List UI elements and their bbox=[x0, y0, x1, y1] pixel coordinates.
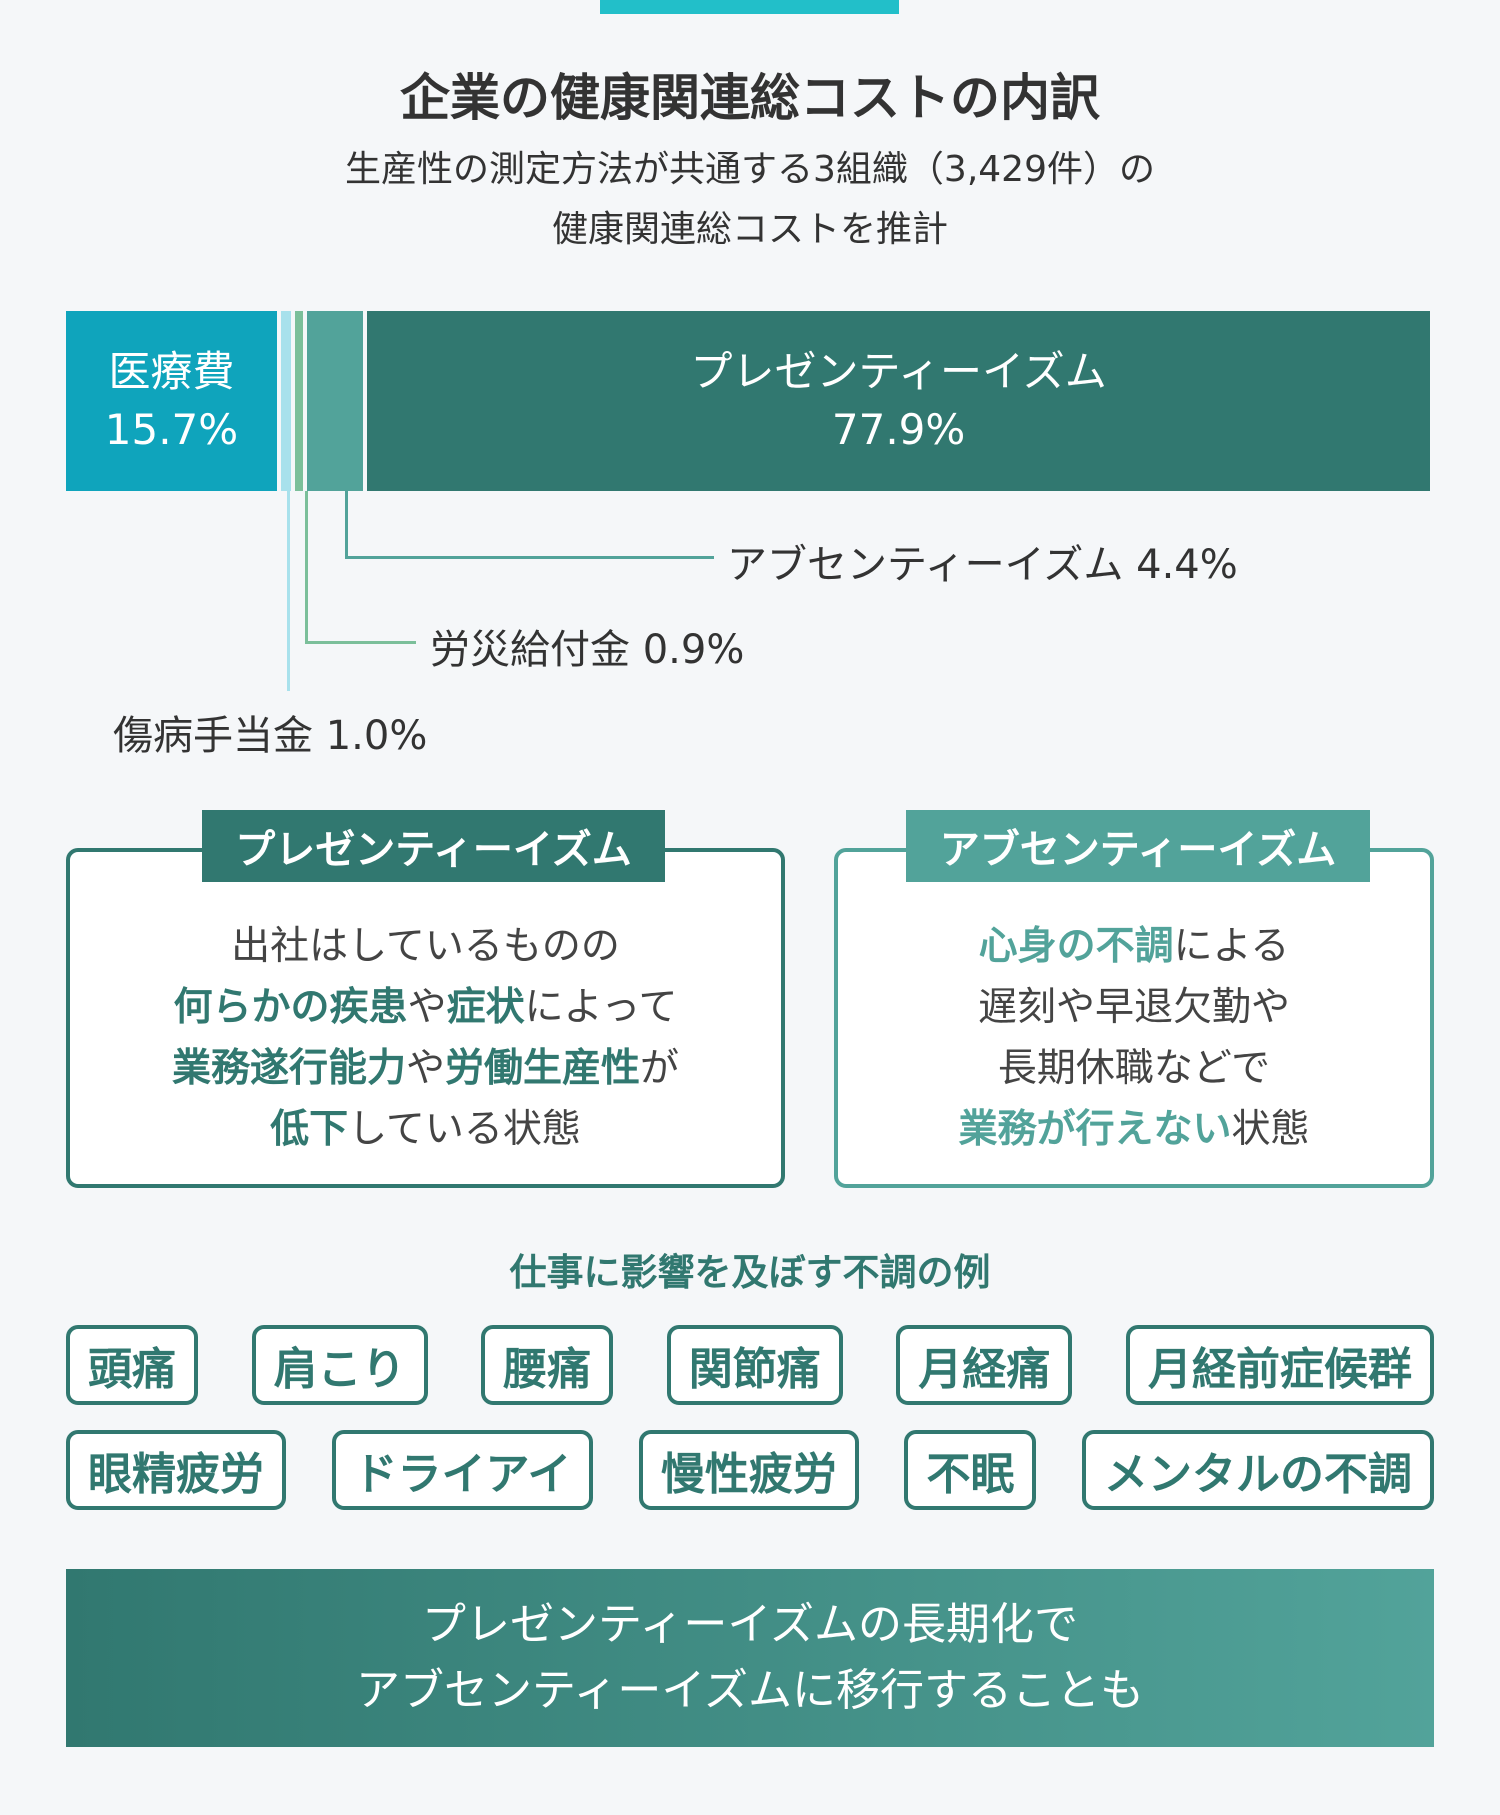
symptom-chip: 慢性疲労 bbox=[638, 1430, 859, 1510]
absenteeism-tag: アブセンティーイズム bbox=[906, 810, 1370, 882]
callout-line bbox=[287, 491, 290, 691]
absenteeism-description: 心身の不調による遅刻や早退欠勤や 長期休職などで業務が行えない状態 bbox=[838, 916, 1430, 1160]
symptom-chip: 眼精疲労 bbox=[66, 1430, 286, 1510]
description-line: 長期休職などで bbox=[838, 1038, 1430, 1099]
absenteeism-box: 心身の不調による遅刻や早退欠勤や 長期休職などで業務が行えない状態 bbox=[834, 848, 1434, 1188]
highlight-text: 業務遂行能力 bbox=[171, 1046, 406, 1091]
banner-line-1: プレゼンティーイズムの長期化で bbox=[421, 1599, 1079, 1650]
callout-line bbox=[345, 491, 348, 559]
bar-segment-absenteeism bbox=[307, 311, 364, 491]
highlight-text: 何らかの疾患 bbox=[173, 985, 408, 1030]
segment-value: 77.9% bbox=[831, 405, 966, 454]
symptom-chip: 月経痛 bbox=[896, 1325, 1073, 1405]
callout-line bbox=[305, 491, 308, 644]
callout-sick-allowance: 傷病手当金 1.0% bbox=[113, 713, 428, 759]
bar-segment-workers-comp bbox=[294, 311, 303, 491]
description-line: 遅刻や早退欠勤や bbox=[838, 977, 1430, 1038]
callout-workers-comp: 労災給付金 0.9% bbox=[430, 627, 745, 673]
highlight-text: 労働生産性 bbox=[445, 1046, 641, 1091]
text: や bbox=[407, 985, 447, 1030]
highlight-text: 低下 bbox=[270, 1107, 349, 1152]
description-line: 低下している状態 bbox=[70, 1099, 781, 1160]
highlight-text: 症状 bbox=[446, 985, 525, 1030]
presenteeism-description: 出社はしているものの 何らかの疾患や症状によって 業務遂行能力や労働生産性が 低下して… bbox=[70, 916, 781, 1160]
symptom-chip: ドライアイ bbox=[331, 1430, 594, 1510]
presenteeism-tag: プレゼンティーイズム bbox=[202, 810, 665, 882]
text: によって bbox=[524, 985, 678, 1030]
callout-line bbox=[345, 556, 714, 559]
symptom-chip: メンタルの不調 bbox=[1082, 1430, 1434, 1510]
callout-absenteeism: アブセンティーイズム 4.4% bbox=[727, 542, 1238, 588]
text: 状態 bbox=[1231, 1107, 1310, 1152]
text: 遅刻や早退欠勤や bbox=[977, 985, 1290, 1030]
text: している状態 bbox=[348, 1107, 581, 1152]
top-accent-bar bbox=[600, 0, 899, 14]
segment-value: 15.7% bbox=[104, 405, 239, 454]
description-line: 心身の不調による bbox=[838, 916, 1430, 977]
segment-label: プレゼンティーイズム bbox=[690, 347, 1107, 396]
bar-segment-sick-allowance bbox=[280, 311, 291, 491]
description-line: 業務遂行能力や労働生産性が bbox=[70, 1038, 781, 1099]
text: による bbox=[1173, 924, 1290, 969]
description-line: 業務が行えない状態 bbox=[838, 1099, 1430, 1160]
examples-title: 仕事に影響を及ぼす不調の例 bbox=[509, 1251, 991, 1294]
subtitle-line-2: 健康関連総コストを推計 bbox=[551, 209, 948, 250]
presenteeism-box: 出社はしているものの 何らかの疾患や症状によって 業務遂行能力や労働生産性が 低下して… bbox=[66, 848, 785, 1188]
highlight-text: 心身の不調 bbox=[978, 924, 1174, 969]
bar-segment-medical: 医療費 15.7% bbox=[66, 311, 277, 491]
text: 出社はしているものの bbox=[231, 924, 620, 969]
examples-row-1: 頭痛 肩こり 腰痛 関節痛 月経痛 月経前症候群 bbox=[66, 1325, 1434, 1405]
conclusion-banner: プレゼンティーイズムの長期化で アブセンティーイズムに移行することも bbox=[66, 1569, 1434, 1747]
symptom-chip: 月経前症候群 bbox=[1125, 1325, 1434, 1405]
subtitle-line-1: 生産性の測定方法が共通する3組織（3,429件）の bbox=[345, 149, 1155, 190]
segment-label: 医療費 bbox=[108, 347, 235, 396]
text: 長期休職などで bbox=[997, 1046, 1271, 1091]
text: が bbox=[640, 1046, 680, 1091]
symptom-chip: 頭痛 bbox=[66, 1325, 198, 1405]
description-line: 出社はしているものの bbox=[70, 916, 781, 977]
bar-segment-presenteeism: プレゼンティーイズム 77.9% bbox=[367, 311, 1430, 491]
page-title: 企業の健康関連総コストの内訳 bbox=[400, 69, 1100, 127]
description-line: 何らかの疾患や症状によって bbox=[70, 977, 781, 1038]
symptom-chip: 腰痛 bbox=[481, 1325, 614, 1405]
symptom-chip: 肩こり bbox=[251, 1325, 428, 1405]
symptom-chip: 関節痛 bbox=[666, 1325, 843, 1405]
highlight-text: 業務が行えない bbox=[958, 1107, 1232, 1152]
examples-row-2: 眼精疲労 ドライアイ 慢性疲労 不眠 メンタルの不調 bbox=[66, 1430, 1434, 1510]
text: や bbox=[405, 1046, 445, 1091]
symptom-chip: 不眠 bbox=[904, 1430, 1037, 1510]
callout-line bbox=[305, 641, 416, 644]
banner-line-2: アブセンティーイズムに移行することも bbox=[355, 1665, 1145, 1716]
